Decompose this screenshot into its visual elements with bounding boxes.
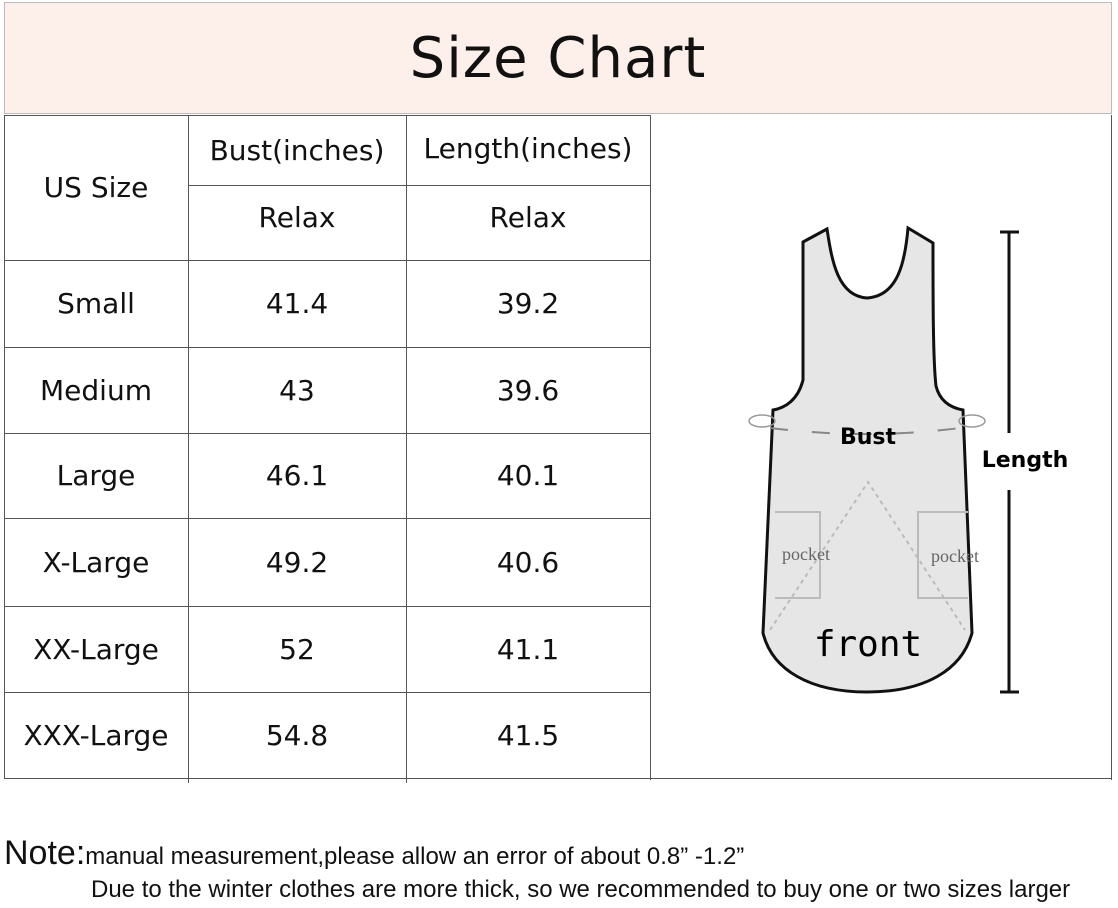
divider <box>406 115 407 783</box>
length-cell: 40.6 <box>496 545 560 579</box>
size-cell: Medium <box>40 373 152 407</box>
divider <box>4 260 650 261</box>
cross-strap <box>769 480 966 631</box>
divider <box>4 778 1112 779</box>
apron-outline <box>761 225 974 694</box>
length-label: Length <box>982 448 1069 473</box>
divider <box>4 606 650 607</box>
bust-label: Bust <box>840 425 897 450</box>
pocket-right-label: pocket <box>931 546 979 566</box>
apron-illustration: Bust Length pocket pocket front <box>748 225 1069 694</box>
size-cell: Large <box>56 459 136 492</box>
bust-cell: 52 <box>279 632 315 666</box>
divider <box>188 185 650 186</box>
divider <box>1111 115 1112 780</box>
bust-arrow-right <box>958 414 986 428</box>
bust-cell: 49.2 <box>265 545 329 579</box>
note-text: manual measurement,please allow an error… <box>85 843 745 870</box>
length-cell: 41.1 <box>496 632 560 666</box>
bust-column-header: Bust(inches) <box>209 133 385 167</box>
divider <box>188 115 189 783</box>
length-cell: 39.2 <box>496 287 560 320</box>
length-cell: 40.1 <box>496 459 560 492</box>
bust-arrow-left <box>748 414 776 428</box>
length-cell: 39.6 <box>496 373 560 407</box>
divider <box>650 115 651 780</box>
bust-cell: 46.1 <box>265 459 329 492</box>
size-cell: XX-Large <box>33 632 159 666</box>
divider <box>4 115 650 116</box>
size-cell: Small <box>57 287 135 320</box>
divider <box>4 692 650 693</box>
bust-subheader: Relax <box>258 201 336 234</box>
bust-cell: 43 <box>279 373 315 407</box>
note-prefix: Note: <box>4 834 86 872</box>
bust-cell: 41.4 <box>265 287 329 320</box>
apron-diagram: Bust Length pocket pocket front <box>650 115 1112 780</box>
divider <box>4 115 5 778</box>
length-column-header: Length(inches) <box>423 131 633 165</box>
bust-cell: 54.8 <box>265 718 329 752</box>
title-banner: Size Chart <box>4 2 1112 114</box>
size-column-header: US Size <box>43 171 149 204</box>
note-line-2: Due to the winter clothes are more thick… <box>91 876 1071 903</box>
page-title: Size Chart <box>409 25 707 91</box>
length-subheader: Relax <box>489 201 567 234</box>
divider <box>4 347 650 348</box>
note-line-1: Note:manual measurement,please allow an … <box>4 834 744 873</box>
bust-measure-line <box>769 427 961 435</box>
size-cell: X-Large <box>42 545 150 579</box>
pocket-left-label: pocket <box>782 544 830 564</box>
length-cell: 41.5 <box>496 718 560 752</box>
divider <box>4 518 650 519</box>
size-cell: XXX-Large <box>23 718 169 752</box>
front-label: front <box>814 624 922 665</box>
divider <box>4 433 650 434</box>
